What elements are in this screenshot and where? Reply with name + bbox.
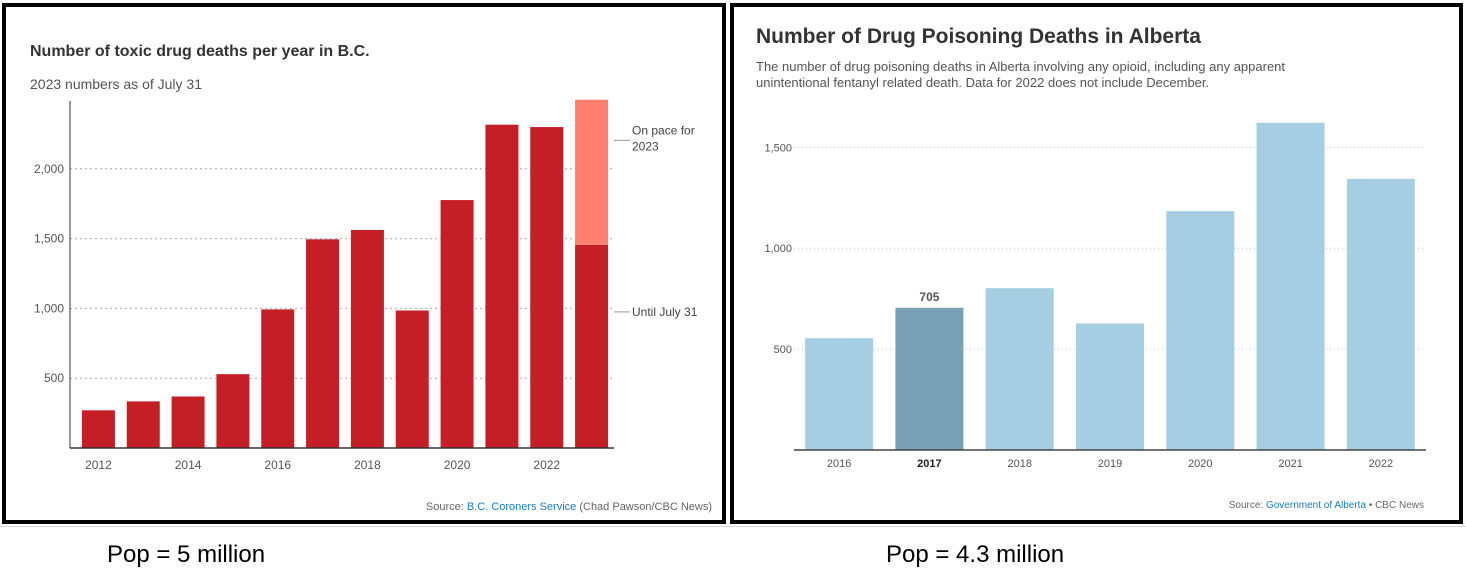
bc-y-tick-label: 1,500 [34, 232, 64, 246]
alberta-x-tick-label: 2020 [1188, 458, 1212, 470]
alberta-chart-subtitle-line1: The number of drug poisoning deaths in A… [756, 59, 1285, 74]
alberta-x-tick-label: 2017 [917, 458, 941, 470]
bc-bar-2017 [306, 239, 340, 448]
bc-source-prefix: Source: [426, 501, 467, 513]
bc-bar-2020 [440, 200, 474, 448]
bc-until-label: Until July 31 [632, 305, 698, 319]
bc-x-tick-label: 2022 [533, 458, 560, 472]
alberta-x-tick-label: 2016 [827, 458, 851, 470]
bc-chart-panel: Number of toxic drug deaths per year in … [2, 3, 726, 524]
alberta-bar-2020 [1166, 211, 1235, 450]
alberta-x-tick-label: 2018 [1007, 458, 1031, 470]
bc-y-tick-label: 2,000 [34, 162, 64, 176]
bc-bar-2014 [171, 396, 205, 448]
bc-x-tick-label: 2014 [175, 458, 202, 472]
bc-chart-subtitle: 2023 numbers as of July 31 [30, 76, 202, 92]
bc-source-suffix: (Chad Pawson/CBC News) [576, 501, 712, 513]
alberta-y-tick-label: 500 [774, 344, 792, 356]
bc-on-pace-label-1: On pace for [632, 123, 695, 137]
alberta-bar-2019 [1076, 323, 1144, 450]
bc-bar-2018 [350, 229, 384, 448]
bc-bar-projection-2023 [575, 99, 609, 245]
alberta-source-prefix: Source: [1229, 500, 1266, 511]
bc-chart-title: Number of toxic drug deaths per year in … [30, 43, 370, 60]
alberta-x-tick-label: 2022 [1369, 458, 1393, 470]
bc-bar-2013 [126, 401, 160, 448]
bc-bar-2019 [395, 310, 429, 448]
bc-bar-2016 [261, 309, 295, 448]
alberta-bar-2017 [895, 307, 964, 450]
alberta-bar-2018 [985, 288, 1054, 450]
bc-bar-2012 [81, 410, 115, 448]
alberta-population-label: Pop = 4.3 million [886, 541, 1065, 568]
bc-bar-2023 [575, 244, 609, 448]
bc-on-pace-label-2: 2023 [632, 139, 659, 153]
alberta-chart-title: Number of Drug Poisoning Deaths in Alber… [756, 25, 1201, 48]
bc-source-link[interactable]: B.C. Coroners Service [467, 501, 576, 513]
alberta-bar-2022 [1346, 178, 1415, 450]
alberta-chart-panel: Number of Drug Poisoning Deaths in Alber… [730, 3, 1463, 524]
bc-x-tick-label: 2012 [85, 458, 112, 472]
alberta-x-tick-label: 2019 [1098, 458, 1122, 470]
alberta-bar-2021 [1256, 122, 1325, 451]
alberta-source-link[interactable]: Government of Alberta [1266, 500, 1366, 511]
bc-bar-2021 [485, 124, 519, 448]
bc-bar-2015 [216, 374, 250, 448]
alberta-source-suffix: • CBC News [1366, 500, 1424, 511]
alberta-chart: Number of Drug Poisoning Deaths in Alber… [756, 25, 1426, 511]
alberta-source: Source: Government of Alberta • CBC News [1229, 500, 1424, 511]
bc-y-tick-label: 1,000 [34, 301, 64, 315]
bc-x-tick-label: 2016 [264, 458, 291, 472]
alberta-y-tick-label: 1,500 [764, 142, 792, 154]
bc-y-tick-label: 500 [44, 371, 64, 385]
bc-x-tick-label: 2018 [354, 458, 381, 472]
bc-source: Source: B.C. Coroners Service (Chad Paws… [426, 501, 712, 513]
alberta-x-tick-label: 2021 [1278, 458, 1302, 470]
bc-bar-2022 [530, 127, 564, 448]
bc-population-label: Pop = 5 million [107, 541, 266, 568]
alberta-bar-2016 [805, 338, 874, 450]
alberta-y-tick-label: 1,000 [764, 243, 792, 255]
alberta-chart-subtitle-line2: unintentional fentanyl related death. Da… [756, 75, 1209, 90]
alberta-bar-value-label: 705 [919, 290, 939, 304]
bc-chart: Number of toxic drug deaths per year in … [30, 43, 712, 513]
bc-x-tick-label: 2020 [444, 458, 471, 472]
footer-strip [0, 526, 1466, 580]
